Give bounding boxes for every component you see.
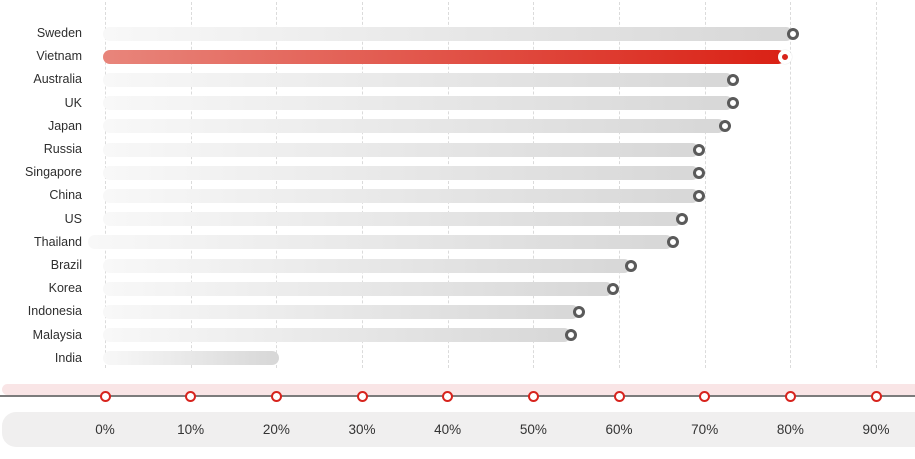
- axis-tick-label: 90%: [862, 422, 890, 437]
- bar: [103, 281, 614, 296]
- axis-tick-label: 40%: [434, 422, 462, 437]
- axis-tick-marker-icon: [784, 390, 796, 402]
- bar: [103, 351, 280, 366]
- bar-end-marker-icon: [787, 27, 800, 40]
- gridline-20: [276, 2, 278, 368]
- bar-row-russia: Russia: [0, 138, 915, 161]
- axis-tick-label: 70%: [691, 422, 719, 437]
- bar: [103, 26, 794, 41]
- row-label: Brazil: [50, 258, 82, 272]
- bar-row-indonesia: Indonesia: [0, 300, 915, 323]
- axis-label-band: [2, 412, 915, 447]
- bar-row-us: US: [0, 208, 915, 231]
- gridline-70: [704, 2, 706, 368]
- bar-row-australia: Australia: [0, 68, 915, 91]
- gridline-30: [362, 2, 363, 368]
- bar-row-uk: UK: [0, 92, 915, 115]
- row-label: Thailand: [34, 234, 82, 249]
- axis-tick-label: 80%: [776, 422, 804, 437]
- bar-row-singapore: Singapore: [0, 161, 915, 184]
- gridline-80: [790, 2, 792, 368]
- bar-row-japan: Japan: [0, 115, 915, 138]
- bar-highlighted: [103, 49, 785, 64]
- axis-tick-label: 60%: [605, 422, 633, 437]
- bar-end-marker-icon: [693, 166, 706, 179]
- bar: [103, 165, 700, 180]
- row-label: Singapore: [25, 165, 82, 180]
- bar-end-marker-icon: [667, 236, 680, 249]
- row-label: Korea: [48, 281, 82, 296]
- bar-end-marker-icon: [675, 213, 688, 226]
- axis-tick-label: 50%: [519, 422, 547, 437]
- axis-tick-label: 20%: [262, 422, 290, 437]
- axis-tick-marker-icon: [870, 390, 882, 402]
- bar-end-marker-icon: [607, 282, 620, 295]
- axis-tick-marker-icon: [270, 390, 282, 402]
- axis-tick-marker-icon: [699, 390, 711, 402]
- gridline-60: [619, 2, 621, 368]
- row-label: UK: [64, 95, 82, 110]
- bar-end-marker-icon: [727, 73, 740, 86]
- row-label: Russia: [43, 142, 82, 156]
- bar: [103, 304, 580, 319]
- bar: [103, 119, 725, 134]
- bar-end-marker-icon: [693, 189, 706, 202]
- bar: [103, 72, 734, 87]
- row-label: Sweden: [36, 26, 82, 40]
- bar-row-india: India: [0, 347, 915, 370]
- bar-row-brazil: Brazil: [0, 254, 915, 277]
- bar-row-korea: Korea: [0, 277, 915, 300]
- bar-row-sweden: Sweden: [0, 22, 915, 45]
- bar-end-marker-icon: [564, 329, 577, 342]
- bar-row-malaysia: Malaysia: [0, 324, 915, 347]
- bar-end-marker-icon: [573, 305, 586, 318]
- row-label: Indonesia: [27, 304, 82, 319]
- axis-tick-marker-icon: [99, 390, 111, 402]
- row-label: Malaysia: [32, 327, 82, 342]
- bar: [103, 258, 631, 273]
- gridline-0: [105, 2, 106, 368]
- axis-tick-marker-icon: [356, 390, 368, 402]
- bar: [88, 235, 674, 250]
- bar-end-marker-icon: [624, 259, 637, 272]
- bar: [103, 328, 571, 343]
- gridline-90: [876, 2, 878, 368]
- axis-tick-marker-icon: [442, 390, 454, 402]
- gridline-10: [190, 2, 192, 368]
- bar-row-china: China: [0, 184, 915, 207]
- axis-tick-label: 30%: [348, 422, 376, 437]
- bar: [103, 142, 700, 157]
- plot-area: Sweden Vietnam Australia UK Japan Russia Singa…: [0, 2, 915, 370]
- bar-row-thailand: Thailand: [0, 231, 915, 254]
- axis-pink-band: [2, 384, 915, 395]
- axis-tick-label: 0%: [95, 422, 115, 437]
- axis-tick-marker-icon: [185, 390, 197, 402]
- gridline-40: [447, 2, 449, 368]
- bar: [103, 188, 700, 203]
- bar-end-marker-icon: [693, 143, 706, 156]
- row-label: Vietnam: [36, 49, 82, 64]
- bar-end-marker-icon: [777, 49, 792, 64]
- bar: [103, 212, 682, 227]
- axis-line: [0, 395, 915, 397]
- row-label: Australia: [33, 72, 82, 87]
- row-label: India: [54, 350, 82, 365]
- row-label: US: [64, 211, 82, 226]
- bar: [103, 96, 734, 111]
- axis-tick-marker-icon: [527, 390, 539, 402]
- row-label: Japan: [47, 118, 82, 133]
- bar-row-vietnam: Vietnam: [0, 45, 915, 68]
- gridline-50: [533, 2, 535, 368]
- axis-tick-marker-icon: [613, 390, 625, 402]
- axis-tick-label: 10%: [177, 422, 205, 437]
- bar-end-marker-icon: [718, 120, 731, 133]
- row-label: China: [49, 188, 82, 203]
- bar-end-marker-icon: [727, 97, 740, 110]
